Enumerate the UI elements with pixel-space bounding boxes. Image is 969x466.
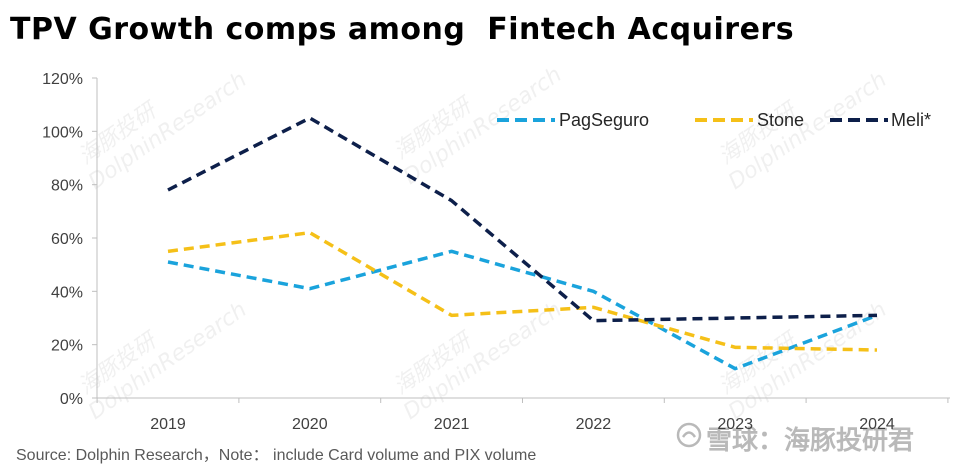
x-tick-label: 2022: [576, 416, 612, 433]
y-tick-label: 0%: [60, 391, 83, 408]
legend-label: Stone: [757, 110, 804, 130]
y-tick-label: 40%: [51, 284, 83, 301]
y-tick-label: 120%: [42, 71, 83, 88]
y-tick-label: 80%: [51, 178, 83, 195]
series-lines: [167, 116, 878, 371]
series-line-stone: [167, 230, 878, 352]
series-line-meli: [167, 116, 878, 323]
legend: PagSeguro Stone Meli*: [497, 110, 931, 130]
snowball-logo-icon: [676, 422, 702, 448]
chart-title: TPV Growth comps among Fintech Acquirers: [10, 12, 795, 47]
legend-label: PagSeguro: [559, 110, 649, 130]
x-tick-label: 2020: [292, 416, 328, 433]
brand-watermark: 雪球：海豚投研君: [706, 426, 915, 456]
ticks: 0% 20% 40% 60% 80% 100% 120% 2019 2020 2021 2022 20…: [42, 71, 949, 433]
y-tick-label: 60%: [51, 231, 83, 248]
x-tick-label: 2021: [434, 416, 470, 433]
x-tick-label: 2023: [717, 416, 753, 433]
x-tick-label: 2019: [150, 416, 186, 433]
y-tick-label: 20%: [51, 338, 83, 355]
x-tick-label: 2024: [859, 416, 895, 433]
legend-label: Meli*: [891, 110, 931, 130]
y-tick-label: 100%: [42, 124, 83, 141]
source-note: Source: Dolphin Research，Note： include C…: [16, 447, 537, 464]
series-line-pagseguro: [167, 249, 878, 371]
